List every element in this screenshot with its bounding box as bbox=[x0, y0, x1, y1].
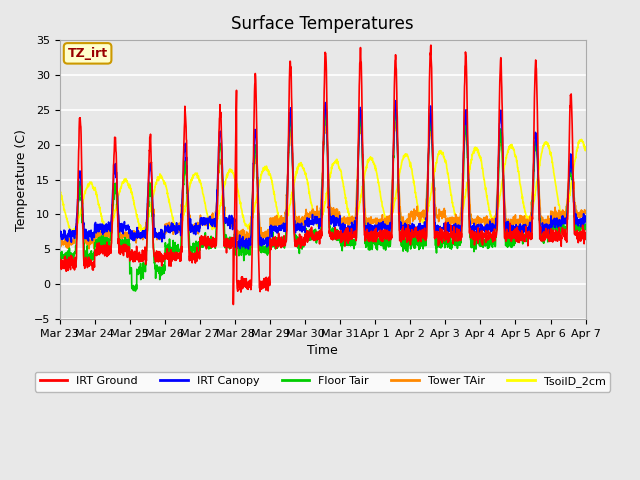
Text: TZ_irt: TZ_irt bbox=[68, 47, 108, 60]
X-axis label: Time: Time bbox=[307, 344, 338, 357]
Title: Surface Temperatures: Surface Temperatures bbox=[231, 15, 414, 33]
Y-axis label: Temperature (C): Temperature (C) bbox=[15, 129, 28, 230]
Legend: IRT Ground, IRT Canopy, Floor Tair, Tower TAir, TsoilD_2cm: IRT Ground, IRT Canopy, Floor Tair, Towe… bbox=[35, 372, 610, 392]
